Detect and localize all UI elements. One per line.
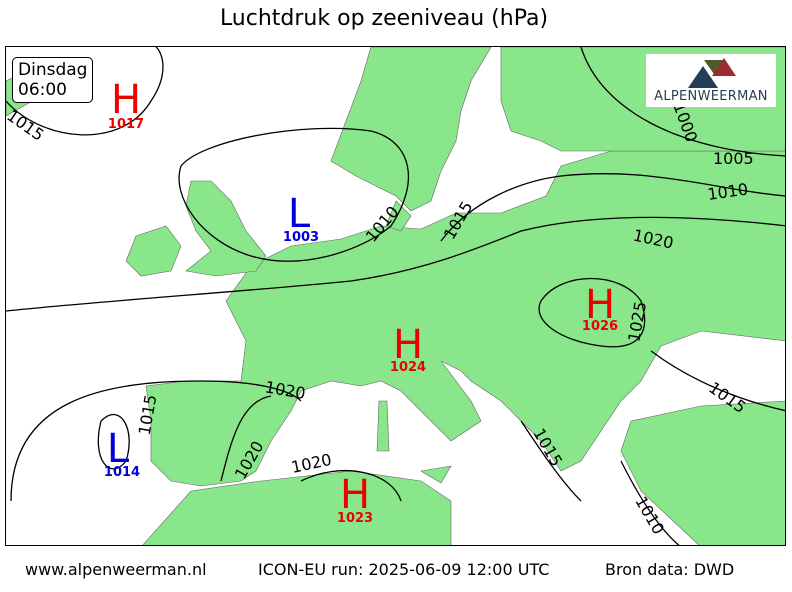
land-ireland [125, 225, 182, 277]
pressure-centers: H 1017 L 1003 H 1024 H 1026 L 1014 H 102… [104, 77, 618, 526]
land-sicily [420, 465, 452, 484]
map-title: Luchtdruk op zeeniveau (hPa) [219, 6, 549, 31]
land-turkey [620, 400, 785, 545]
high-marker: H [393, 322, 423, 368]
isobars [6, 47, 785, 545]
footer-site: www.alpenweerman.nl [25, 560, 207, 579]
footer-source: Bron data: DWD [605, 560, 735, 579]
high-marker: H [111, 77, 141, 123]
map-canvas: 1015 1010 1015 1005 1010 1020 1025 1015 … [6, 47, 785, 545]
high-marker: H [340, 472, 370, 518]
land-europe [145, 150, 785, 487]
land-africa [142, 470, 452, 545]
isobar-label: 1005 [713, 149, 754, 168]
high-value: 1024 [390, 360, 426, 375]
land-scandinavia [330, 47, 492, 212]
land-uk [185, 180, 267, 277]
footer-run: ICON-EU run: 2025-06-09 12:00 UTC [258, 560, 550, 579]
logo-text: ALPENWEERMAN [654, 89, 768, 104]
low-value: 1014 [104, 465, 140, 480]
high-value: 1026 [582, 319, 618, 334]
alpenweerman-logo: ALPENWEERMAN [646, 54, 776, 107]
low-marker: L [107, 426, 130, 472]
valid-time-box: Dinsdag 06:00 [12, 57, 94, 103]
mountain-logo-icon [688, 58, 736, 88]
land-corsica-sardinia [376, 400, 390, 452]
low-value: 1003 [283, 230, 319, 245]
high-value: 1023 [337, 511, 373, 526]
pressure-map: 1015 1010 1015 1005 1010 1020 1025 1015 … [5, 46, 786, 546]
isobar-label: 1015 [6, 106, 48, 145]
valid-day: Dinsdag [18, 60, 88, 80]
high-marker: H [585, 282, 615, 328]
high-value: 1017 [108, 117, 144, 132]
low-marker: L [288, 191, 311, 237]
valid-hour: 06:00 [18, 80, 67, 100]
